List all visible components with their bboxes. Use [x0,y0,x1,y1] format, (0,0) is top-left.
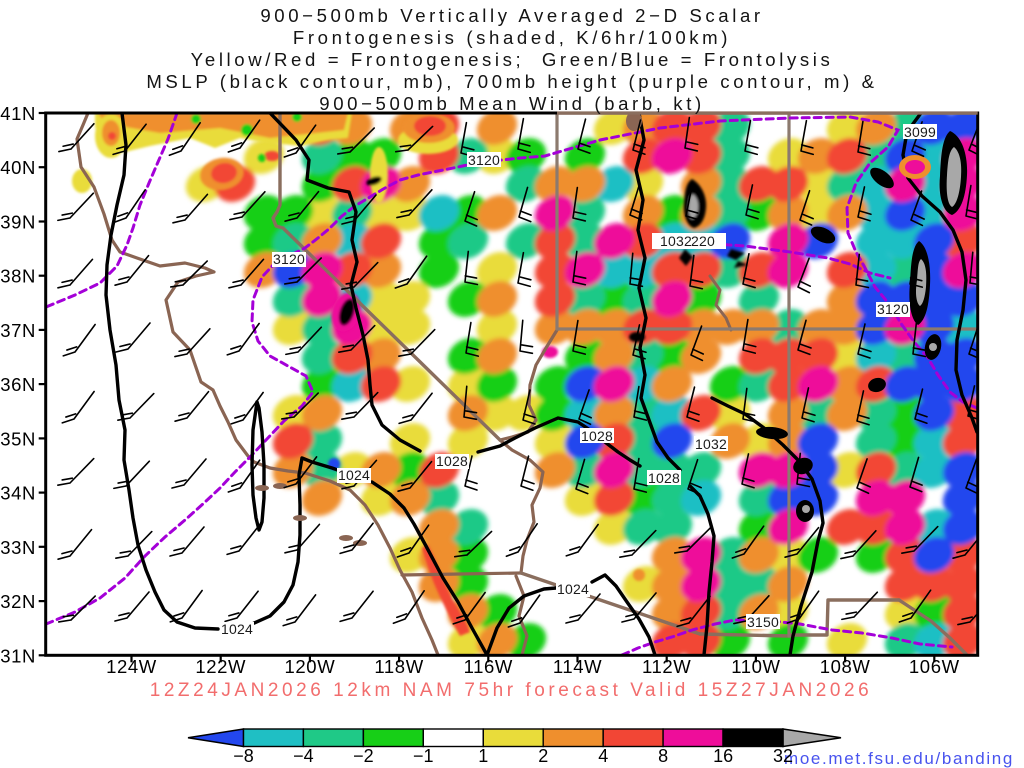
svg-text:33N: 33N [0,537,36,558]
svg-text:MSLP (black contour, mb), 700m: MSLP (black contour, mb), 700mb height (… [146,71,877,92]
svg-text:1028: 1028 [581,428,613,444]
svg-text:−4: −4 [293,746,314,766]
svg-text:39N: 39N [0,212,36,233]
svg-text:38N: 38N [0,266,36,287]
svg-text:900−500mb Mean Wind (barb, kt): 900−500mb Mean Wind (barb, kt) [319,93,705,114]
svg-text:−1: −1 [413,746,434,766]
svg-text:1024: 1024 [338,467,370,483]
svg-text:12Z24JAN2026 12km NAM 75hr for: 12Z24JAN2026 12km NAM 75hr forecast Vali… [150,680,873,701]
svg-text:1032: 1032 [695,436,727,452]
svg-text:1024: 1024 [221,621,253,637]
svg-text:4: 4 [598,746,608,766]
svg-text:8: 8 [658,746,668,766]
svg-text:3150: 3150 [747,614,779,630]
svg-text:3099: 3099 [904,124,936,140]
svg-text:124W: 124W [106,656,157,677]
svg-text:41N: 41N [0,103,36,124]
svg-text:118W: 118W [374,656,423,677]
svg-text:32: 32 [773,746,793,766]
svg-text:31N: 31N [0,645,36,666]
svg-text:moe.met.fsu.edu/banding: moe.met.fsu.edu/banding [784,749,1014,768]
svg-text:3120: 3120 [273,251,305,267]
svg-text:1028: 1028 [436,453,468,469]
svg-text:1024: 1024 [557,581,589,597]
svg-text:3120: 3120 [468,152,500,168]
svg-text:35N: 35N [0,428,36,449]
svg-text:108W: 108W [820,656,871,677]
svg-text:16: 16 [713,746,733,766]
svg-text:112W: 112W [642,656,691,677]
svg-text:40N: 40N [0,157,36,178]
svg-text:1028: 1028 [648,470,680,486]
svg-text:Frontogenesis (shaded, K/6hr/1: Frontogenesis (shaded, K/6hr/100km) [293,27,731,48]
svg-text:106W: 106W [909,656,960,677]
svg-text:1032: 1032 [660,233,692,249]
svg-text:37N: 37N [0,320,36,341]
svg-text:114W: 114W [553,656,602,677]
svg-text:1: 1 [478,746,488,766]
svg-text:122W: 122W [195,656,246,677]
svg-text:Yellow/Red = Frontogenesis; G: Yellow/Red = Frontogenesis; Green/Blue =… [191,49,834,70]
svg-text:900−500mb Vertically Averaged: 900−500mb Vertically Averaged 2−D Scalar [260,5,763,26]
svg-text:36N: 36N [0,374,36,395]
svg-text:110W: 110W [731,656,780,677]
svg-text:3120: 3120 [877,301,909,317]
svg-text:2: 2 [538,746,548,766]
svg-text:220: 220 [691,233,715,249]
svg-text:32N: 32N [0,591,36,612]
svg-text:−2: −2 [353,746,374,766]
svg-text:116W: 116W [464,656,513,677]
svg-text:120W: 120W [285,656,336,677]
svg-text:34N: 34N [0,483,36,504]
svg-text:−8: −8 [233,746,254,766]
